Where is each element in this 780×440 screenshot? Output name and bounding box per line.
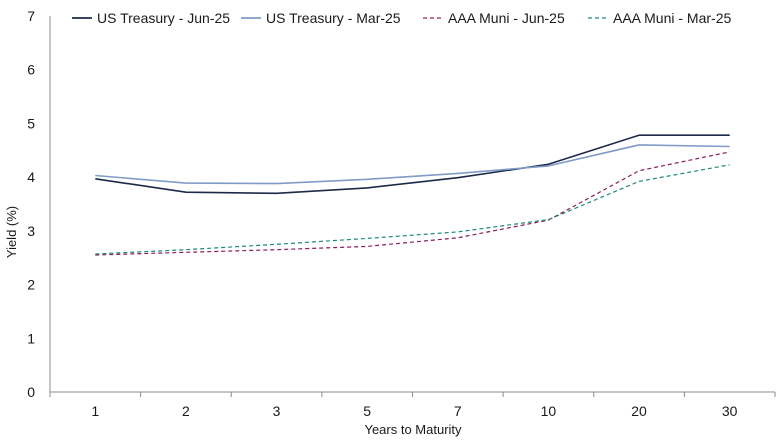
chart-legend: US Treasury - Jun-25 US Treasury - Mar-25… [72,10,731,26]
y-tick-label: 0 [27,384,35,400]
series-line-2 [95,144,730,185]
y-axis-title: Yield (%) [4,206,19,258]
legend-label: AAA Muni - Mar-25 [613,10,731,26]
x-tick-label: 5 [363,403,371,419]
x-tick-label: 20 [631,403,647,419]
legend-item: AAA Muni - Mar-25 [588,10,731,26]
x-tick-label: 30 [722,403,738,419]
x-axis: 1 2 3 5 7 10 20 30 [49,391,776,419]
y-tick-label: 4 [27,169,35,185]
series-line-1 [95,134,730,195]
y-tick-label: 3 [27,223,35,239]
legend-item: AAA Muni - Jun-25 [423,10,565,26]
y-tick-label: 5 [27,115,35,131]
legend-item: US Treasury - Mar-25 [241,10,401,26]
x-tick-label: 3 [273,403,281,419]
x-tick-label: 7 [454,403,462,419]
series-line-4 [95,164,730,255]
y-axis: 0 1 2 3 4 5 6 7 [27,8,51,400]
x-axis-title: Years to Maturity [364,422,462,437]
series-line-3 [95,151,730,256]
y-tick-label: 6 [27,62,35,78]
legend-label: US Treasury - Jun-25 [97,10,230,26]
y-tick-label: 7 [27,8,35,24]
series-layer [95,134,730,256]
y-tick-label: 2 [27,277,35,293]
x-tick-label: 10 [541,403,557,419]
legend-item: US Treasury - Jun-25 [72,10,230,26]
y-tick-label: 1 [27,330,35,346]
x-tick-label: 2 [182,403,190,419]
legend-label: AAA Muni - Jun-25 [448,10,565,26]
legend-label: US Treasury - Mar-25 [266,10,401,26]
x-tick-label: 1 [91,403,99,419]
